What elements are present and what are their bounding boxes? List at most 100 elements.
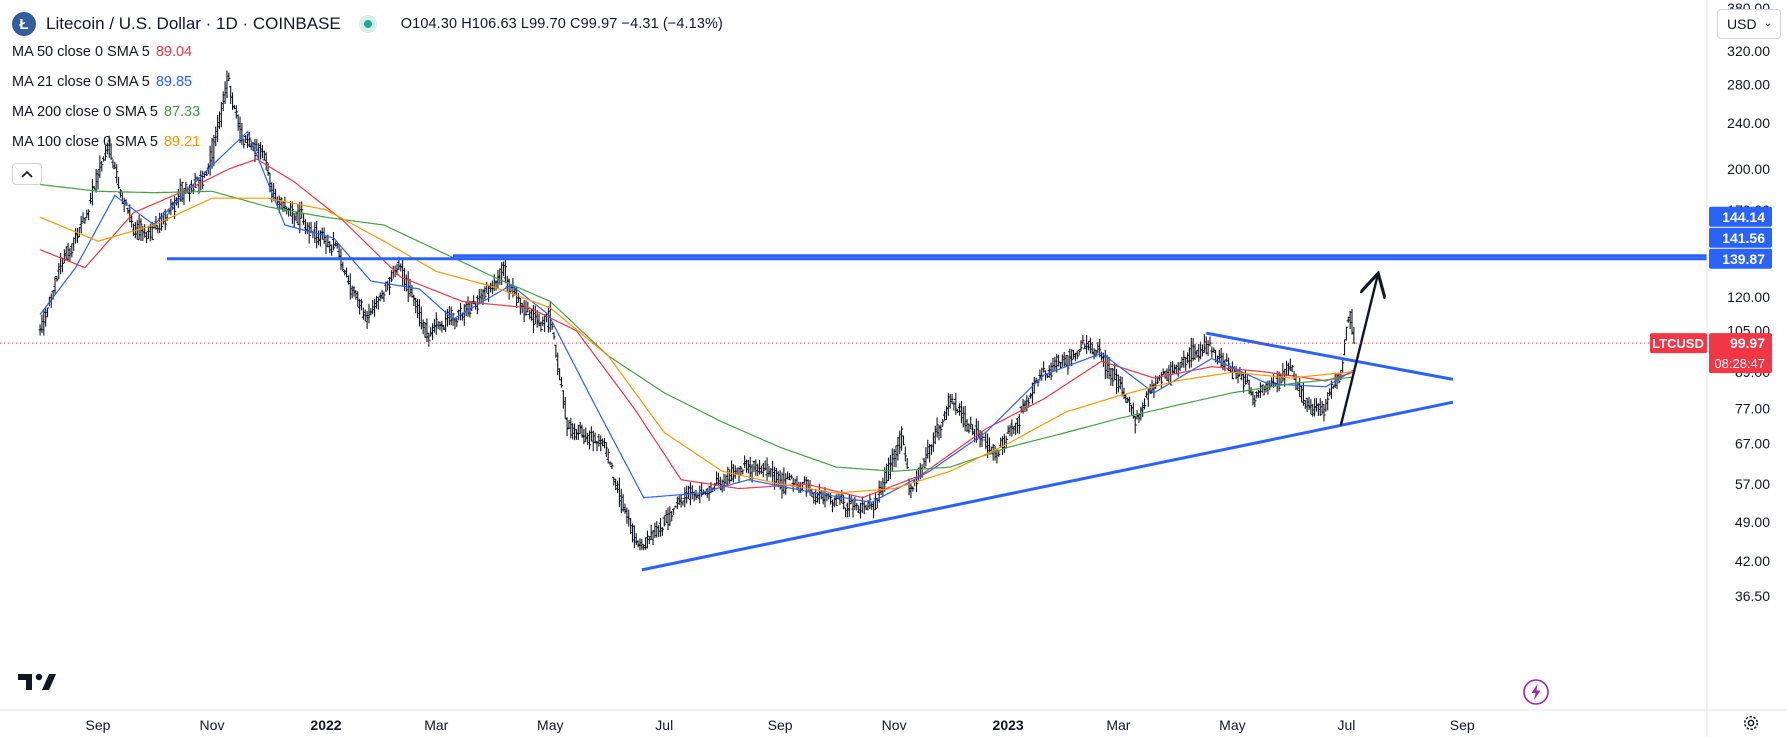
ohlc-bar	[746, 459, 750, 474]
ohlc-bar	[961, 406, 965, 428]
ohlc-bar	[234, 105, 238, 119]
ohlc-bar	[729, 460, 734, 482]
ohlc-bar	[522, 299, 526, 322]
ohlc-bar	[812, 492, 816, 504]
ohlc-bar	[365, 310, 369, 329]
ohlc-bar	[1008, 425, 1012, 436]
svg-text:LTCUSD: LTCUSD	[1652, 336, 1704, 351]
ohlc-bar	[860, 496, 864, 514]
ohlc-bar	[1350, 308, 1354, 335]
currency-select[interactable]: USD ⌄	[1717, 9, 1781, 39]
ohlc-bar	[367, 303, 371, 324]
ohlc-bar	[1189, 337, 1193, 368]
ohlc-bar	[77, 226, 81, 238]
ohlc-bar	[1161, 368, 1165, 376]
ohlc-bar	[81, 212, 85, 223]
ohlc-bar	[683, 487, 687, 508]
ohlc-bar	[415, 298, 420, 319]
ohlc-bar	[103, 145, 108, 161]
ohlc-bar	[623, 503, 627, 514]
ohlc-bar	[1088, 337, 1092, 354]
ohlc-bar	[1303, 399, 1307, 410]
ohlc-bar	[430, 323, 435, 341]
ohlc-bar	[847, 494, 851, 517]
indicator-row[interactable]: MA 200 close 0 SMA 5 87.33	[12, 97, 723, 127]
ohlc-bar	[634, 533, 638, 545]
ohlc-bar	[1086, 340, 1091, 351]
ohlc-bar	[744, 459, 749, 473]
tradingview-logo-icon[interactable]	[18, 672, 56, 697]
support-trendline	[641, 400, 1454, 572]
ohlc-bar	[903, 446, 907, 462]
ohlc-bar	[100, 160, 104, 172]
ohlc-bar	[894, 445, 898, 468]
ohlc-bar	[939, 424, 943, 439]
ohlc-bar	[855, 502, 859, 511]
ohlc-bar	[352, 286, 356, 297]
collapse-legend-button[interactable]	[12, 163, 42, 185]
ohlc-bar	[1326, 391, 1330, 411]
indicator-row[interactable]: MA 100 close 0 SMA 5 89.21	[12, 127, 723, 157]
ma-line-ma-200	[40, 183, 1354, 472]
ohlc-bar	[1077, 349, 1081, 356]
symbol-price-tag: LTCUSD	[1650, 333, 1707, 354]
ohlc-bar	[954, 392, 958, 415]
ohlc-bar	[1341, 359, 1345, 374]
indicator-row[interactable]: MA 50 close 0 SMA 5 89.04	[12, 37, 723, 67]
x-tick-label: 2023	[993, 717, 1024, 733]
gear-icon[interactable]	[1742, 714, 1760, 737]
ohlc-bar	[558, 368, 562, 381]
ohlc-bar	[561, 390, 565, 409]
ohlc-bar	[423, 322, 427, 338]
flash-icon[interactable]	[1522, 678, 1550, 711]
ohlc-bar	[391, 265, 395, 279]
ohlc-bar	[563, 396, 567, 419]
ohlc-bar	[673, 505, 678, 508]
ohlc-bar	[59, 253, 63, 275]
ohlc-bar	[83, 217, 87, 224]
ohlc-bar	[759, 465, 764, 474]
ohlc-bar	[1109, 368, 1113, 386]
market-status-icon[interactable]	[358, 15, 377, 33]
ohlc-bar	[1170, 360, 1175, 374]
price-axis-labels: 144.14 141.56 139.87 LTCUSD 99.97 08:28:47	[1650, 206, 1772, 374]
ohlc-bar	[318, 230, 322, 247]
ohlc-bar	[296, 204, 300, 226]
ohlc-bar	[386, 280, 390, 291]
ohlc-bar	[419, 306, 423, 330]
ohlc-bar	[279, 197, 283, 209]
ohlc-bar	[290, 201, 294, 224]
ohlc-bar	[434, 312, 438, 335]
ohlc-bar	[655, 521, 659, 538]
symbol-title[interactable]: Litecoin / U.S. Dollar · 1D · COINBASE	[46, 14, 341, 33]
ohlc-bar	[1062, 351, 1066, 367]
ohlc-bar	[886, 457, 891, 481]
indicator-row[interactable]: MA 21 close 0 SMA 5 89.85	[12, 67, 723, 97]
ohlc-bar	[971, 424, 975, 436]
ohlc-bar	[933, 425, 937, 445]
ohlc-bar	[1144, 391, 1149, 398]
moving-average-lines	[39, 130, 1355, 504]
ohlc-bar	[60, 257, 65, 273]
ohlc-bar	[614, 478, 618, 491]
ohlc-bar	[911, 486, 915, 492]
ohlc-bar	[828, 492, 833, 505]
ohlc-bar	[1305, 397, 1309, 412]
ohlc-bar	[879, 481, 883, 496]
ohlc-bar	[830, 499, 835, 513]
svg-text:08:28:47: 08:28:47	[1714, 356, 1765, 371]
ohlc-bar	[1129, 404, 1134, 415]
ohlc-bar	[808, 480, 812, 496]
ohlc-bar	[851, 500, 855, 518]
resistance-trendline	[1205, 331, 1454, 381]
ohlc-bar	[38, 324, 42, 336]
ohlc-bar	[324, 235, 328, 254]
ohlc-bar	[455, 318, 459, 327]
ohlc-bar	[572, 423, 577, 441]
ohlc-bar	[1316, 403, 1320, 416]
x-tick-label: 2022	[310, 717, 341, 733]
level-price-tag: 141.56	[1709, 227, 1772, 248]
y-tick-label: 49.00	[1735, 514, 1770, 530]
